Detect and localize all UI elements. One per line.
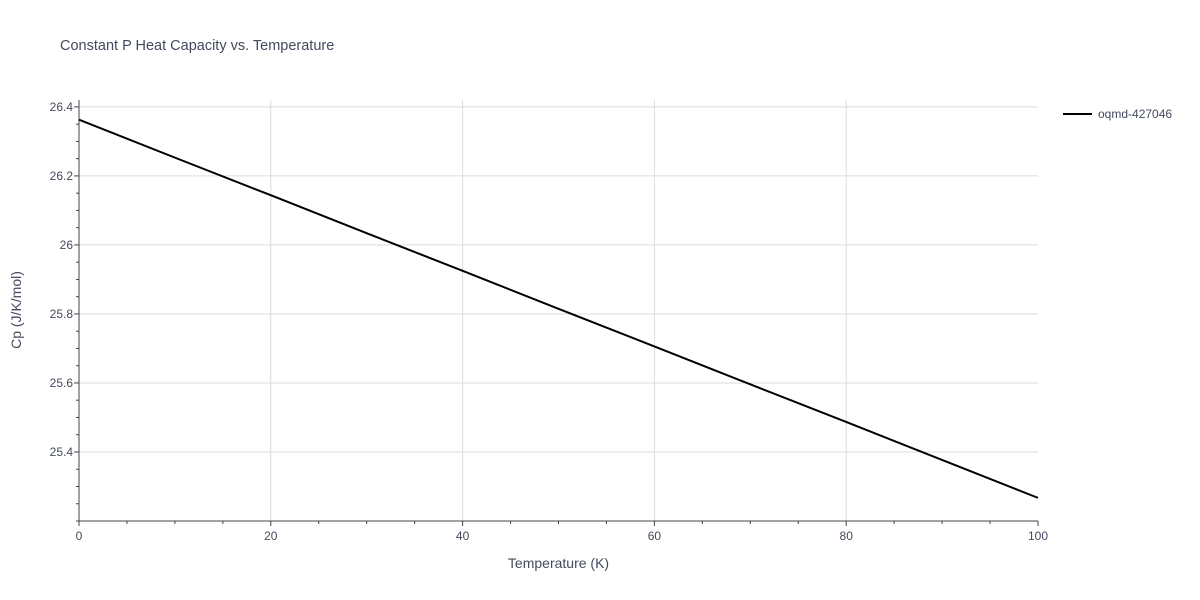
tick-labels: 0 20 40 60 80 100 25.4 25.6 25.8 26 26.2 26.4: [50, 100, 1049, 543]
y-tick-label: 25.4: [50, 445, 74, 459]
y-tick-label: 25.8: [50, 307, 74, 321]
x-tick-label: 60: [648, 529, 662, 543]
legend[interactable]: oqmd-427046: [1063, 107, 1172, 121]
y-tick-label: 26: [60, 238, 74, 252]
x-tick-label: 100: [1028, 529, 1048, 543]
x-tick-label: 80: [840, 529, 854, 543]
x-tick-label: 20: [264, 529, 278, 543]
y-axis-label: Cp (J/K/mol): [8, 271, 24, 349]
y-tick-label: 26.2: [50, 169, 74, 183]
y-tick-label: 25.6: [50, 376, 74, 390]
x-axis-label: Temperature (K): [508, 555, 609, 571]
chart-title: Constant P Heat Capacity vs. Temperature: [60, 38, 334, 54]
grid: [79, 100, 1038, 521]
y-tick-label: 26.4: [50, 100, 74, 114]
x-tick-label: 0: [76, 529, 83, 543]
x-tick-label: 40: [456, 529, 470, 543]
series-line: [78, 118, 1039, 499]
legend-label[interactable]: oqmd-427046: [1098, 107, 1172, 121]
axes: [74, 100, 1039, 526]
series-layer: [78, 118, 1039, 499]
